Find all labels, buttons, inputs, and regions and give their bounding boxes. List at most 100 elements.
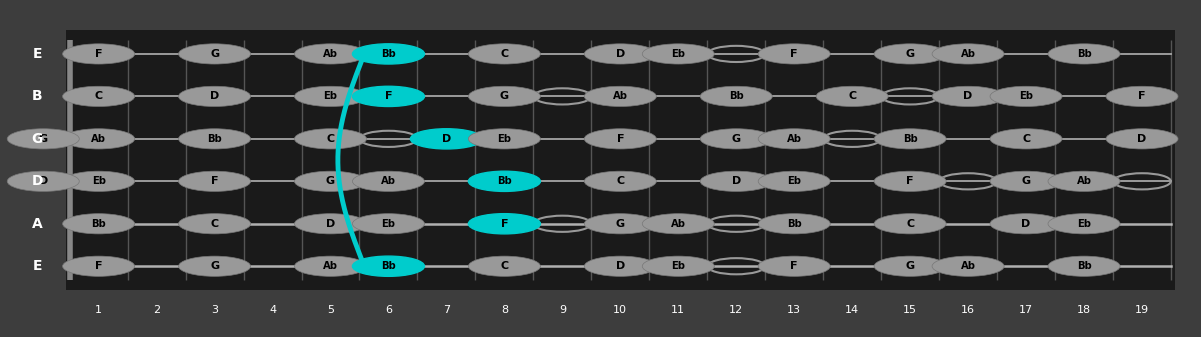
Text: G: G [325, 176, 335, 186]
Text: A: A [32, 217, 42, 231]
Text: C: C [327, 134, 335, 144]
Text: Eb: Eb [671, 261, 686, 271]
Text: G: G [38, 134, 48, 144]
Text: Ab: Ab [381, 176, 396, 186]
Circle shape [294, 129, 366, 149]
Circle shape [468, 171, 540, 191]
Text: 4: 4 [269, 305, 276, 315]
Circle shape [584, 86, 656, 106]
Text: Bb: Bb [903, 134, 918, 144]
Circle shape [294, 171, 366, 191]
Text: C: C [95, 91, 103, 101]
Circle shape [352, 44, 424, 64]
Text: C: C [210, 219, 219, 229]
Text: C: C [1022, 134, 1030, 144]
Circle shape [990, 129, 1062, 149]
Text: 1: 1 [95, 305, 102, 315]
Circle shape [758, 171, 830, 191]
Circle shape [758, 214, 830, 234]
Text: G: G [210, 49, 219, 59]
Text: F: F [790, 49, 797, 59]
Circle shape [179, 129, 251, 149]
Circle shape [179, 44, 251, 64]
Circle shape [932, 86, 1004, 106]
Circle shape [468, 214, 540, 234]
Circle shape [874, 44, 946, 64]
Text: Eb: Eb [1020, 91, 1033, 101]
Circle shape [179, 171, 251, 191]
Circle shape [758, 44, 830, 64]
Circle shape [1106, 129, 1178, 149]
Circle shape [758, 129, 830, 149]
Text: Bb: Bb [497, 176, 512, 186]
Circle shape [179, 86, 251, 106]
Text: Eb: Eb [671, 49, 686, 59]
Text: C: C [616, 176, 625, 186]
Circle shape [62, 171, 135, 191]
Text: G: G [31, 132, 43, 146]
Text: Ab: Ab [787, 134, 802, 144]
Text: 9: 9 [558, 305, 566, 315]
Circle shape [294, 214, 366, 234]
Text: 11: 11 [671, 305, 686, 315]
Text: Eb: Eb [787, 176, 801, 186]
Text: 15: 15 [903, 305, 918, 315]
Circle shape [468, 256, 540, 276]
Text: D: D [325, 219, 335, 229]
Text: D: D [731, 176, 741, 186]
Circle shape [932, 44, 1004, 64]
Text: Bb: Bb [208, 134, 222, 144]
Text: D: D [38, 176, 48, 186]
Circle shape [179, 214, 251, 234]
Text: F: F [384, 91, 393, 101]
Text: B: B [32, 89, 42, 103]
Circle shape [294, 44, 366, 64]
Circle shape [62, 86, 135, 106]
Text: Bb: Bb [1076, 49, 1092, 59]
Text: D: D [31, 174, 43, 188]
Text: D: D [616, 261, 625, 271]
Circle shape [352, 86, 424, 106]
Circle shape [584, 256, 656, 276]
Circle shape [990, 171, 1062, 191]
Circle shape [468, 86, 540, 106]
Circle shape [584, 44, 656, 64]
Circle shape [874, 214, 946, 234]
Circle shape [179, 256, 251, 276]
Circle shape [1048, 256, 1121, 276]
Circle shape [352, 256, 424, 276]
Circle shape [62, 129, 135, 149]
Circle shape [643, 214, 715, 234]
Circle shape [584, 171, 656, 191]
Text: Ab: Ab [323, 49, 337, 59]
Circle shape [874, 129, 946, 149]
Text: F: F [211, 176, 219, 186]
Circle shape [874, 171, 946, 191]
Text: Ab: Ab [671, 219, 686, 229]
Text: D: D [963, 91, 973, 101]
Text: G: G [500, 91, 509, 101]
Text: F: F [501, 219, 508, 229]
Text: Ab: Ab [961, 261, 975, 271]
Text: C: C [501, 49, 508, 59]
Text: Ab: Ab [1076, 176, 1092, 186]
Text: D: D [442, 134, 452, 144]
Text: 13: 13 [787, 305, 801, 315]
Text: Ab: Ab [961, 49, 975, 59]
Text: F: F [95, 49, 102, 59]
Circle shape [700, 171, 772, 191]
Text: Bb: Bb [381, 261, 396, 271]
Circle shape [700, 129, 772, 149]
Text: G: G [906, 49, 915, 59]
Circle shape [7, 129, 79, 149]
Circle shape [584, 214, 656, 234]
Text: Bb: Bb [91, 219, 106, 229]
Circle shape [7, 171, 79, 191]
Text: F: F [95, 261, 102, 271]
Circle shape [700, 86, 772, 106]
Circle shape [62, 256, 135, 276]
Text: C: C [848, 91, 856, 101]
FancyBboxPatch shape [66, 30, 1175, 290]
Text: E: E [32, 259, 42, 273]
Circle shape [1048, 171, 1121, 191]
